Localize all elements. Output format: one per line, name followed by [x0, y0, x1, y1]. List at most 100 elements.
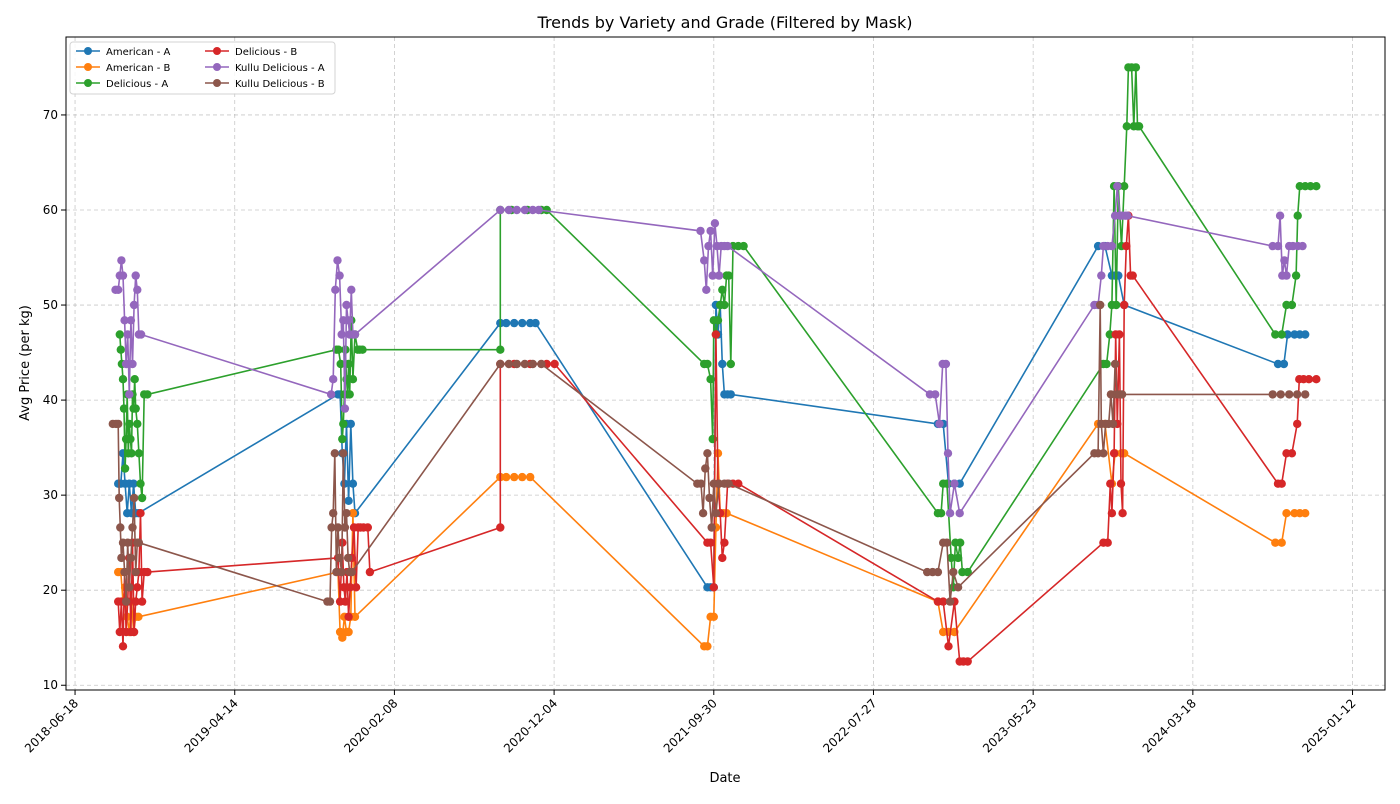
data-point [510, 472, 519, 482]
data-point [330, 449, 339, 458]
data-point [1283, 330, 1292, 339]
data-point [953, 583, 963, 592]
data-point [1112, 300, 1121, 310]
data-point [706, 375, 715, 384]
data-point [502, 318, 511, 328]
data-point [939, 597, 948, 606]
data-point [707, 523, 716, 532]
data-point [1106, 479, 1115, 488]
data-point [363, 523, 372, 532]
y-tick-label: 60 [43, 203, 58, 217]
data-point [698, 509, 708, 518]
data-point [339, 419, 348, 429]
data-point [340, 523, 350, 532]
data-point [1103, 538, 1112, 547]
data-point [696, 479, 706, 488]
data-point [701, 464, 710, 473]
data-point [518, 472, 527, 482]
data-point [335, 271, 344, 280]
data-point [325, 597, 335, 606]
data-point [137, 493, 147, 503]
data-point [346, 583, 355, 592]
data-point [116, 345, 126, 354]
data-point [700, 256, 709, 265]
data-point [709, 612, 718, 621]
data-point [1122, 241, 1131, 251]
data-point [945, 509, 955, 518]
data-point [1271, 330, 1280, 339]
data-point [504, 205, 514, 215]
data-point [134, 449, 144, 458]
data-point [1099, 449, 1108, 458]
data-point [348, 509, 358, 518]
data-point [114, 419, 123, 429]
data-point [347, 567, 356, 577]
data-point [1115, 330, 1124, 339]
data-point [496, 345, 505, 354]
data-point [127, 449, 136, 458]
data-point [327, 523, 336, 532]
data-point [1277, 538, 1286, 547]
data-point [143, 390, 152, 399]
legend-swatch-marker [213, 79, 221, 87]
data-point [512, 359, 521, 369]
y-tick-label: 50 [43, 298, 58, 312]
data-point [120, 567, 129, 577]
data-point [702, 285, 711, 294]
data-point [125, 419, 134, 429]
data-point [1304, 375, 1314, 384]
data-point [131, 597, 140, 606]
data-point [118, 271, 128, 280]
data-point [711, 509, 721, 518]
data-point [115, 627, 125, 637]
data-point [329, 509, 338, 518]
legend-swatch-marker [84, 63, 92, 71]
data-point [1280, 256, 1289, 265]
data-point [496, 205, 505, 215]
data-point [502, 472, 511, 482]
data-point [117, 256, 126, 265]
data-point [711, 330, 721, 339]
data-point [133, 419, 142, 429]
data-point [335, 553, 344, 563]
data-point [696, 226, 705, 236]
data-point [1306, 182, 1315, 191]
data-point [123, 330, 132, 339]
data-point [126, 316, 136, 325]
data-point [121, 359, 131, 369]
data-point [115, 330, 125, 339]
data-point [1301, 330, 1310, 339]
data-point [1107, 509, 1117, 518]
series-line [112, 304, 1306, 603]
data-point [133, 583, 142, 592]
data-point [348, 375, 358, 384]
legend-label: American - A [106, 47, 171, 58]
data-point [1107, 241, 1117, 251]
data-point [339, 449, 348, 458]
data-point [963, 657, 972, 666]
data-point [333, 523, 343, 532]
data-point [339, 583, 349, 592]
data-point [723, 241, 732, 251]
data-point [129, 627, 139, 637]
data-point [1113, 182, 1122, 191]
data-point [350, 612, 360, 621]
legend-label: American - B [106, 63, 171, 74]
legend-label: Delicious - A [106, 79, 168, 90]
data-point [118, 642, 128, 651]
data-point [1293, 211, 1302, 220]
data-point [136, 509, 145, 518]
data-point [1277, 479, 1286, 488]
data-point [1301, 390, 1310, 399]
data-point [114, 285, 123, 294]
data-point [1279, 359, 1289, 369]
legend-swatch-marker [84, 79, 92, 87]
data-point [528, 359, 537, 369]
y-tick-label: 10 [43, 678, 58, 692]
data-point [342, 300, 351, 310]
data-point [714, 271, 724, 280]
data-point [1298, 241, 1307, 251]
legend-item: American - A [76, 47, 171, 58]
